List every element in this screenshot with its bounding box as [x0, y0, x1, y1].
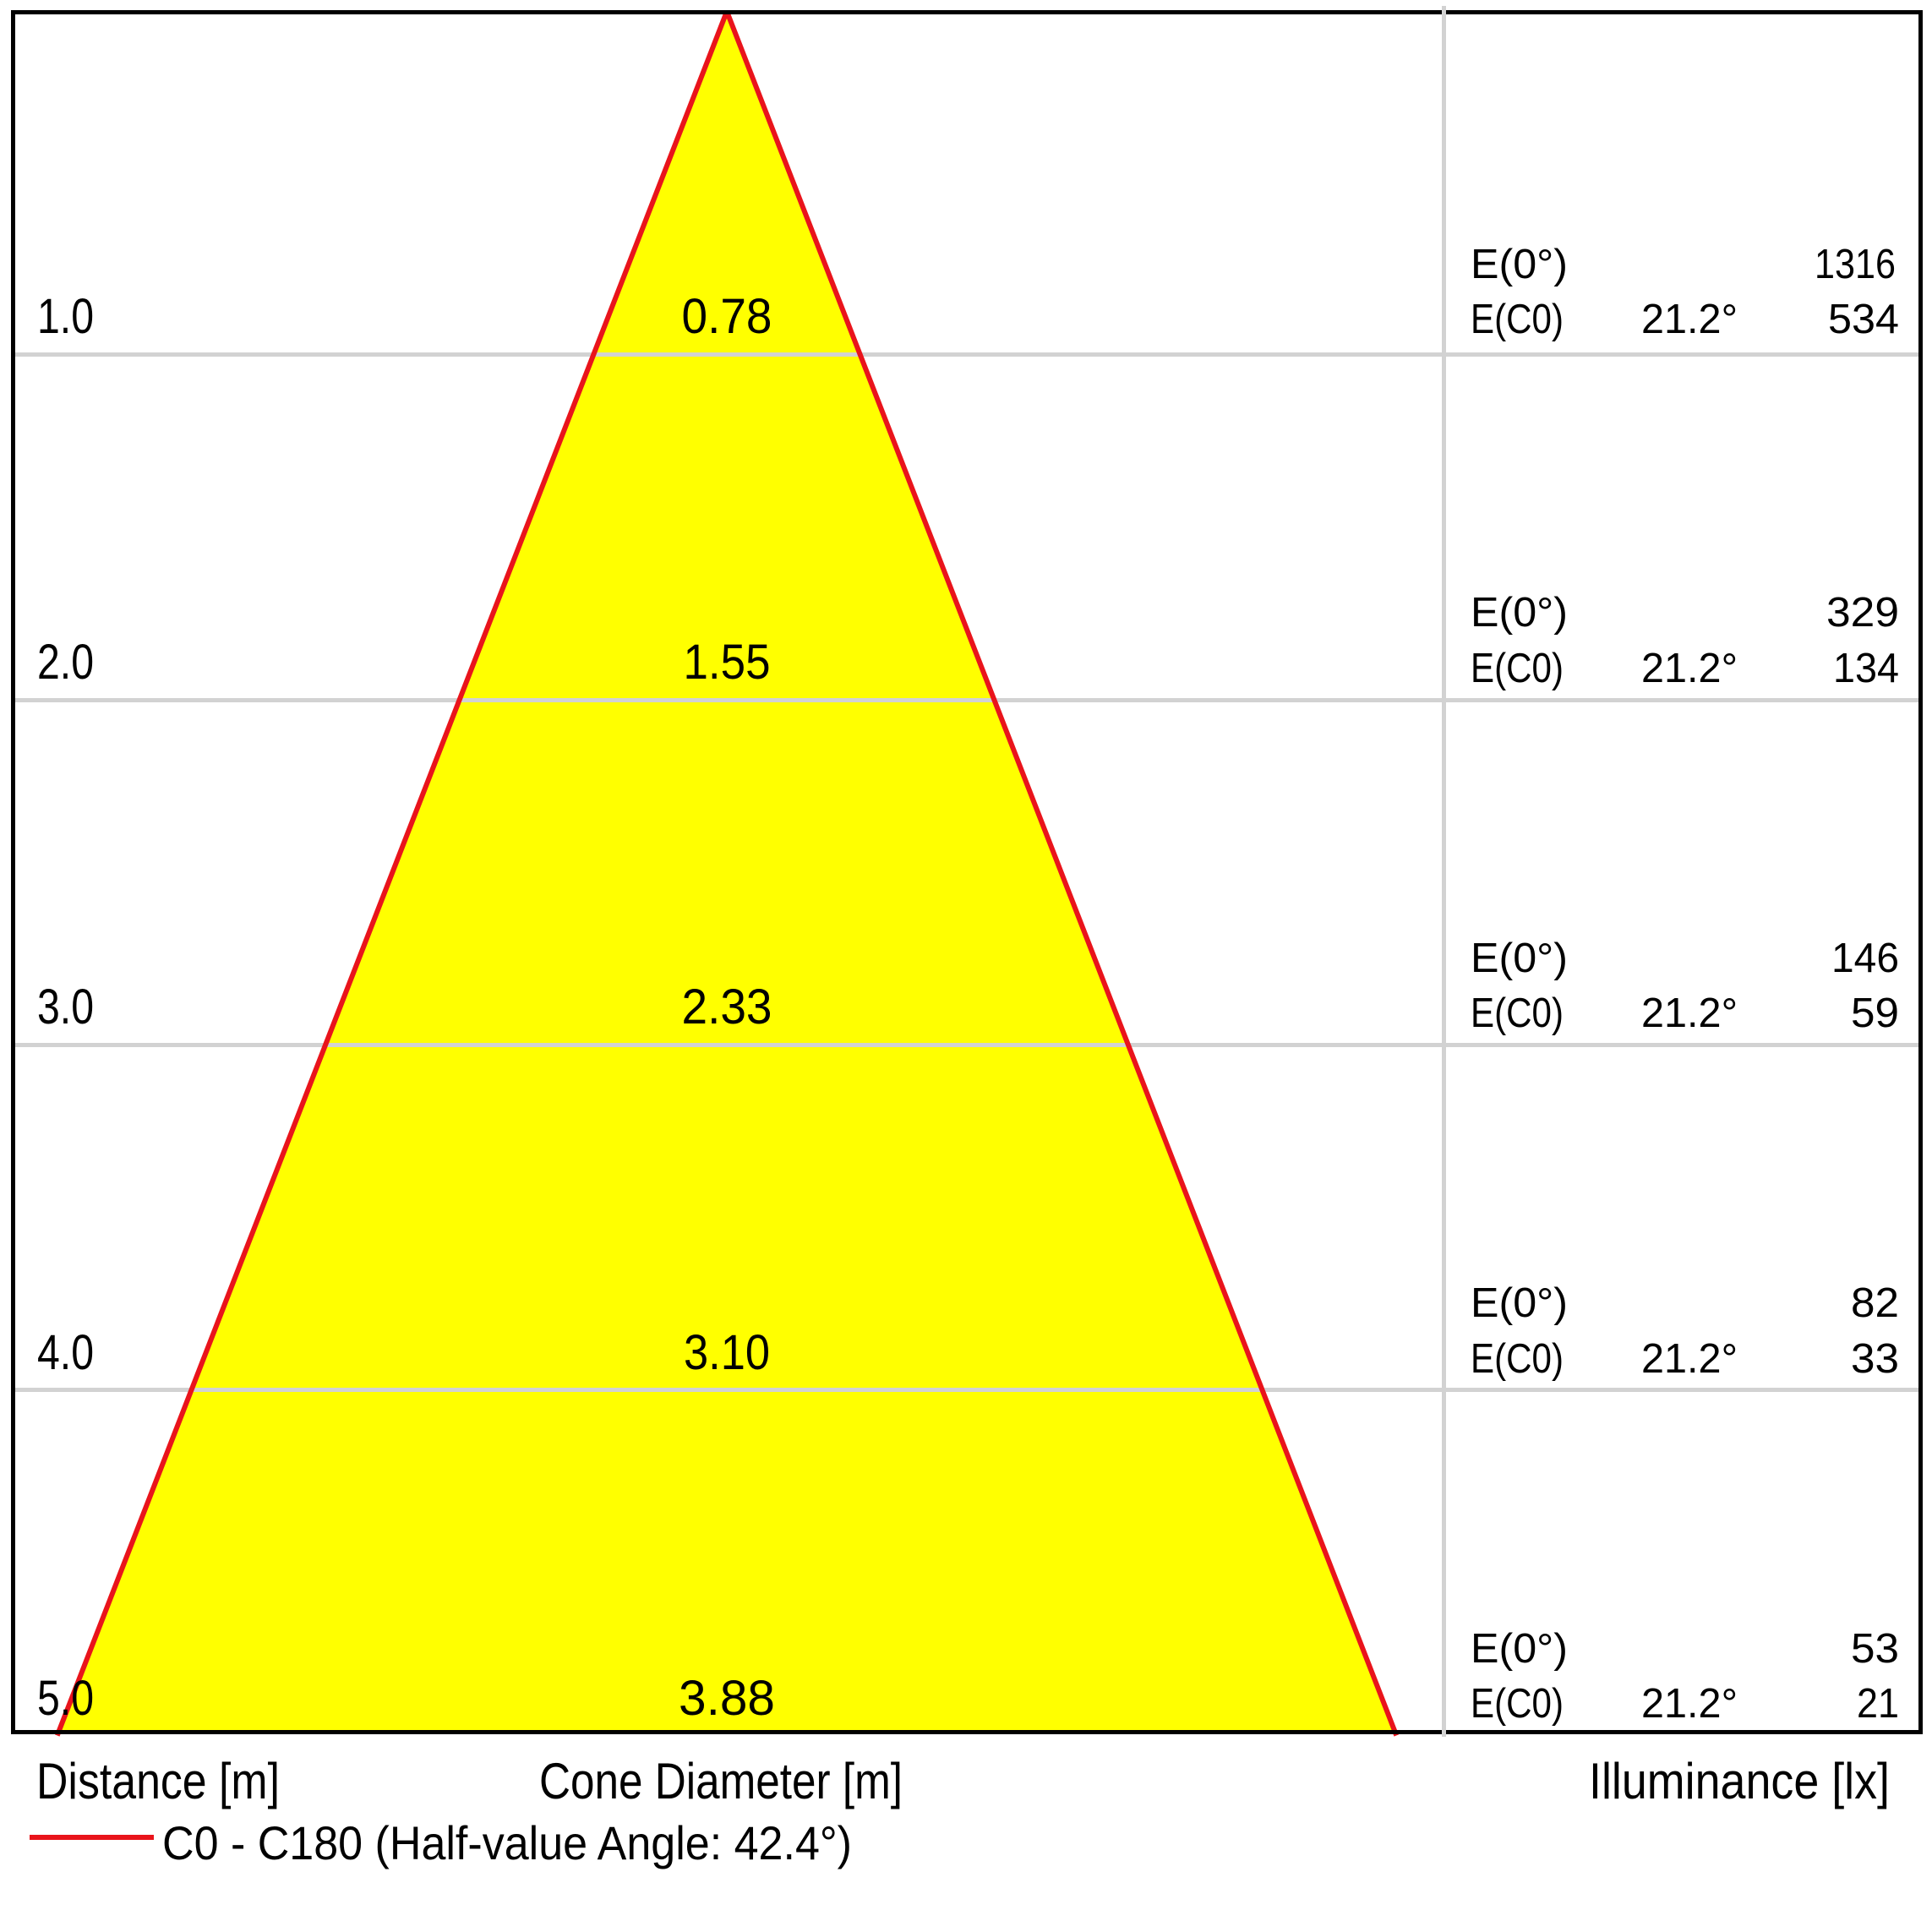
svg-text:59: 59: [1851, 991, 1899, 1036]
svg-text:534: 534: [1828, 297, 1899, 342]
svg-text:E(0°): E(0°): [1471, 1626, 1568, 1672]
svg-text:21.2°: 21.2°: [1641, 991, 1738, 1036]
svg-text:E(0°): E(0°): [1471, 1280, 1568, 1326]
svg-text:21.2°: 21.2°: [1641, 297, 1738, 342]
svg-text:Cone Diameter [m]: Cone Diameter [m]: [539, 1753, 903, 1809]
svg-text:E(0°): E(0°): [1471, 936, 1568, 981]
svg-text:82: 82: [1851, 1280, 1899, 1326]
svg-text:E(0°): E(0°): [1471, 242, 1568, 287]
svg-text:3.88: 3.88: [679, 1671, 775, 1726]
svg-text:E(0°): E(0°): [1471, 590, 1568, 636]
svg-text:C0 - C180 (Half-value Angle: 4: C0 - C180 (Half-value Angle: 42.4°): [162, 1816, 852, 1869]
svg-text:2.0: 2.0: [37, 635, 94, 690]
svg-text:21.2°: 21.2°: [1641, 646, 1738, 691]
svg-text:1316: 1316: [1815, 242, 1896, 287]
svg-text:134: 134: [1833, 646, 1899, 691]
svg-text:21.2°: 21.2°: [1641, 1336, 1738, 1382]
svg-text:329: 329: [1826, 590, 1899, 636]
svg-text:1.0: 1.0: [37, 289, 94, 344]
svg-text:21.2°: 21.2°: [1641, 1681, 1738, 1727]
svg-text:21: 21: [1857, 1681, 1899, 1727]
svg-text:E(C0): E(C0): [1471, 646, 1564, 691]
svg-text:4.0: 4.0: [37, 1325, 94, 1380]
svg-text:2.33: 2.33: [682, 980, 772, 1034]
svg-text:E(C0): E(C0): [1471, 1336, 1564, 1382]
svg-text:E(C0): E(C0): [1471, 1681, 1564, 1727]
svg-text:53: 53: [1851, 1626, 1899, 1672]
svg-text:Illuminance [lx]: Illuminance [lx]: [1589, 1753, 1890, 1809]
svg-text:3.10: 3.10: [684, 1325, 770, 1380]
svg-text:E(C0): E(C0): [1471, 297, 1564, 342]
svg-text:1.55: 1.55: [684, 635, 771, 690]
svg-text:5.0: 5.0: [37, 1671, 94, 1726]
svg-text:3.0: 3.0: [37, 980, 94, 1034]
svg-text:E(C0): E(C0): [1471, 991, 1564, 1036]
svg-text:146: 146: [1831, 936, 1899, 981]
svg-text:0.78: 0.78: [682, 289, 772, 344]
svg-text:33: 33: [1851, 1336, 1899, 1382]
svg-text:Distance [m]: Distance [m]: [36, 1753, 280, 1809]
